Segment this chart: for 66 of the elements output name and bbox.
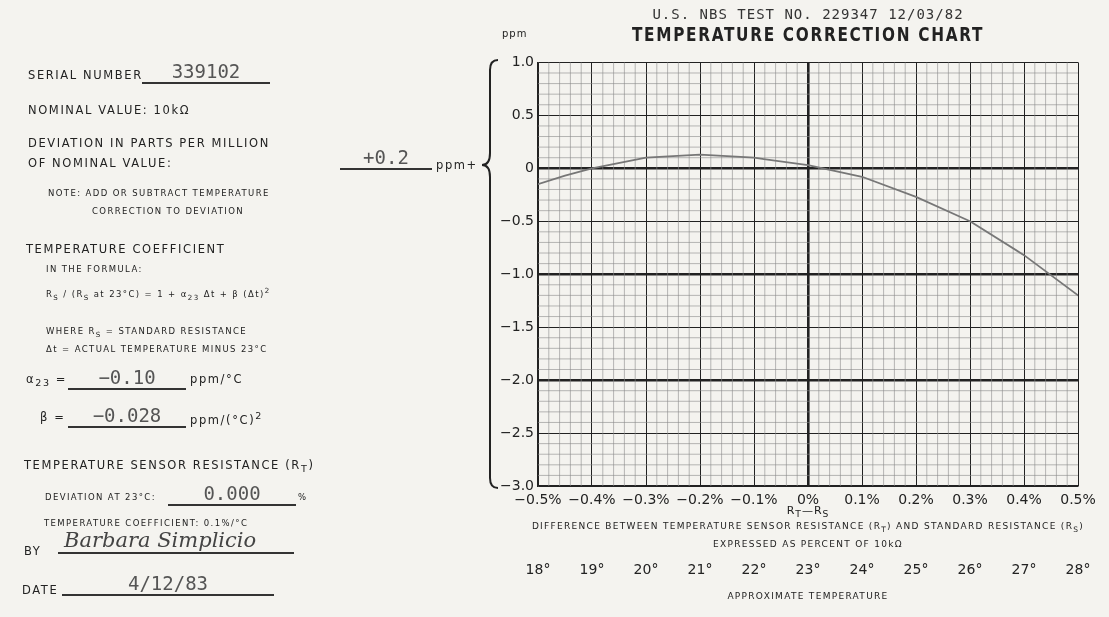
- text: α$_{23}$ =: [26, 372, 68, 389]
- x-tick-label: −0.4%: [568, 491, 616, 508]
- text: ppm+: [436, 158, 478, 172]
- text: 4/12/83: [62, 572, 274, 596]
- text: DATE: [22, 583, 59, 597]
- text: %: [298, 492, 308, 502]
- text: DIFFERENCE BETWEEN TEMPERATURE SENSOR RESISTANCE (R$_{T}$) AND STANDARD RESISTANCE (R$_{S}$): [530, 521, 1086, 534]
- text: ppm/(°C)$^{2}$: [190, 410, 263, 427]
- x-axis-title: R$_{T}$—R$_{S}$: [786, 504, 830, 520]
- x-tick-label: 0.5%: [1060, 491, 1096, 508]
- text: WHERE R$_{S}$ = STANDARD RESISTANCE: [46, 326, 248, 339]
- text: OF NOMINAL VALUE:: [28, 156, 173, 170]
- x-tick-label: −0.2%: [676, 491, 724, 508]
- y-tick-label: 1.0: [511, 53, 534, 70]
- text: R$_{S}$ / (R$_{S}$ at 23°C) = 1 + α$_{23}$ Δt + β (Δt)$^{2}$: [46, 286, 271, 302]
- x-tick-label: −0.5%: [514, 491, 562, 508]
- y-tick-label: −1.0: [500, 264, 534, 281]
- x-tick-label: −0.1%: [730, 491, 778, 508]
- x-tick-label: 0.3%: [952, 491, 988, 508]
- x2-tick-label: 26°: [957, 561, 983, 578]
- text: TEMPERATURE COEFFICIENT: 0.1%/°C: [44, 518, 249, 528]
- text: TEMPERATURE COEFFICIENT: [26, 242, 226, 256]
- y-tick-label: −0.5: [500, 211, 534, 228]
- x2-tick-label: 24°: [849, 561, 875, 578]
- text: SERIAL NUMBER: [28, 68, 143, 82]
- text: IN THE FORMULA:: [46, 264, 143, 274]
- x2-tick-label: 22°: [741, 561, 767, 578]
- y-tick-label: −2.0: [500, 370, 534, 387]
- text: ppm/°C: [190, 372, 244, 386]
- text: NOTE: ADD OR SUBTRACT TEMPERATURE: [48, 188, 270, 198]
- chart-title: TEMPERATURE CORRECTION CHART: [630, 22, 986, 46]
- x2-tick-label: 18°: [525, 561, 551, 578]
- x2-tick-label: 23°: [795, 561, 821, 578]
- x2-tick-label: 28°: [1065, 561, 1091, 578]
- text: +0.2: [340, 146, 432, 170]
- y-tick-label: −3.0: [500, 476, 534, 493]
- text: NOMINAL VALUE: 10kΩ: [28, 103, 191, 117]
- y-axis-title: ppm: [502, 28, 528, 39]
- y-tick-label: −1.5: [500, 317, 534, 334]
- text: BY: [24, 544, 42, 558]
- y-tick-label: 0: [525, 158, 534, 175]
- x-tick-label: 0.4%: [1006, 491, 1042, 508]
- x-tick-label: −0.3%: [622, 491, 670, 508]
- text: −0.10: [68, 366, 186, 390]
- chart-subtitle: U.S. NBS TEST NO. 229347 12/03/82: [651, 6, 965, 22]
- x2-tick-label: 27°: [1011, 561, 1037, 578]
- x2-tick-label: 19°: [579, 561, 605, 578]
- y-tick-label: 0.5: [511, 105, 534, 122]
- text: β =: [40, 410, 66, 424]
- x-tick-label: 0.1%: [844, 491, 880, 508]
- text: DEVIATION AT 23°C:: [45, 492, 156, 502]
- x2-axis-title: APPROXIMATE TEMPERATURE: [726, 591, 890, 601]
- text: −0.028: [68, 404, 186, 428]
- y-tick-label: −2.5: [500, 423, 534, 440]
- text: EXPRESSED AS PERCENT OF 10kΩ: [712, 539, 904, 549]
- text: Δt = ACTUAL TEMPERATURE MINUS 23°C: [46, 344, 268, 354]
- text: Barbara Simplicio: [58, 528, 294, 554]
- x2-tick-label: 21°: [687, 561, 713, 578]
- text: CORRECTION TO DEVIATION: [92, 206, 245, 216]
- text: TEMPERATURE SENSOR RESISTANCE (R$_{T}$): [24, 458, 315, 475]
- text: DEVIATION IN PARTS PER MILLION: [28, 136, 270, 150]
- x2-tick-label: 20°: [633, 561, 659, 578]
- text: 0.000: [168, 482, 296, 506]
- x2-tick-label: 25°: [903, 561, 929, 578]
- text: 339102: [142, 60, 270, 84]
- x-tick-label: 0.2%: [898, 491, 934, 508]
